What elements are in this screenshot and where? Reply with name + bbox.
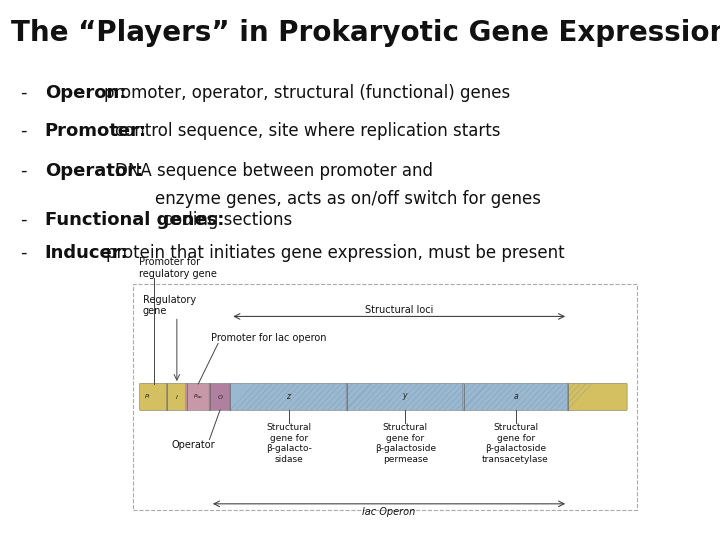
Text: $a$: $a$ — [513, 393, 518, 401]
Text: DNA sequence between promoter and: DNA sequence between promoter and — [115, 162, 433, 180]
Text: Structural loci: Structural loci — [365, 305, 433, 315]
Text: -: - — [20, 211, 27, 228]
Text: $P_{lac}$: $P_{lac}$ — [193, 393, 204, 401]
Text: coding sections: coding sections — [163, 211, 293, 228]
Text: Promoter for
regulatory gene: Promoter for regulatory gene — [140, 257, 217, 279]
Text: Regulatory
gene: Regulatory gene — [143, 295, 196, 316]
Text: Operator:: Operator: — [45, 162, 143, 180]
Text: -: - — [20, 162, 27, 180]
Text: Structural
gene for
β-galacto-
sidase: Structural gene for β-galacto- sidase — [266, 423, 312, 463]
FancyBboxPatch shape — [346, 383, 464, 410]
FancyBboxPatch shape — [166, 383, 187, 410]
Text: $P_I$: $P_I$ — [144, 393, 151, 401]
FancyBboxPatch shape — [210, 383, 231, 410]
Text: Operator: Operator — [172, 440, 215, 450]
FancyBboxPatch shape — [230, 383, 348, 410]
Text: Structural
gene for
β-galactoside
permease: Structural gene for β-galactoside permea… — [374, 423, 436, 463]
FancyBboxPatch shape — [140, 383, 168, 410]
Text: control sequence, site where replication starts: control sequence, site where replication… — [115, 122, 500, 139]
Text: Structural
gene for
β-galactoside
transacetylase: Structural gene for β-galactoside transa… — [482, 423, 549, 463]
Text: Promoter for lac operon: Promoter for lac operon — [211, 333, 326, 343]
Text: enzyme genes, acts as on/off switch for genes: enzyme genes, acts as on/off switch for … — [155, 190, 541, 208]
Text: $O$: $O$ — [217, 393, 223, 401]
FancyBboxPatch shape — [186, 383, 211, 410]
Text: -: - — [20, 84, 27, 102]
Text: protein that initiates gene expression, must be present: protein that initiates gene expression, … — [106, 244, 564, 262]
Text: $y$: $y$ — [402, 392, 409, 402]
Text: Functional genes:: Functional genes: — [45, 211, 224, 228]
Text: Inducer:: Inducer: — [45, 244, 128, 262]
Text: The “Players” in Prokaryotic Gene Expression: The “Players” in Prokaryotic Gene Expres… — [11, 19, 720, 47]
Text: $I$: $I$ — [175, 393, 179, 401]
FancyBboxPatch shape — [567, 383, 627, 410]
Text: Operon:: Operon: — [45, 84, 126, 102]
Text: Promoter:: Promoter: — [45, 122, 147, 139]
Text: -: - — [20, 122, 27, 139]
Text: $z$: $z$ — [286, 393, 292, 401]
Text: promoter, operator, structural (functional) genes: promoter, operator, structural (function… — [104, 84, 510, 102]
FancyBboxPatch shape — [463, 383, 569, 410]
Text: lac Operon: lac Operon — [362, 507, 415, 517]
Text: -: - — [20, 244, 27, 262]
